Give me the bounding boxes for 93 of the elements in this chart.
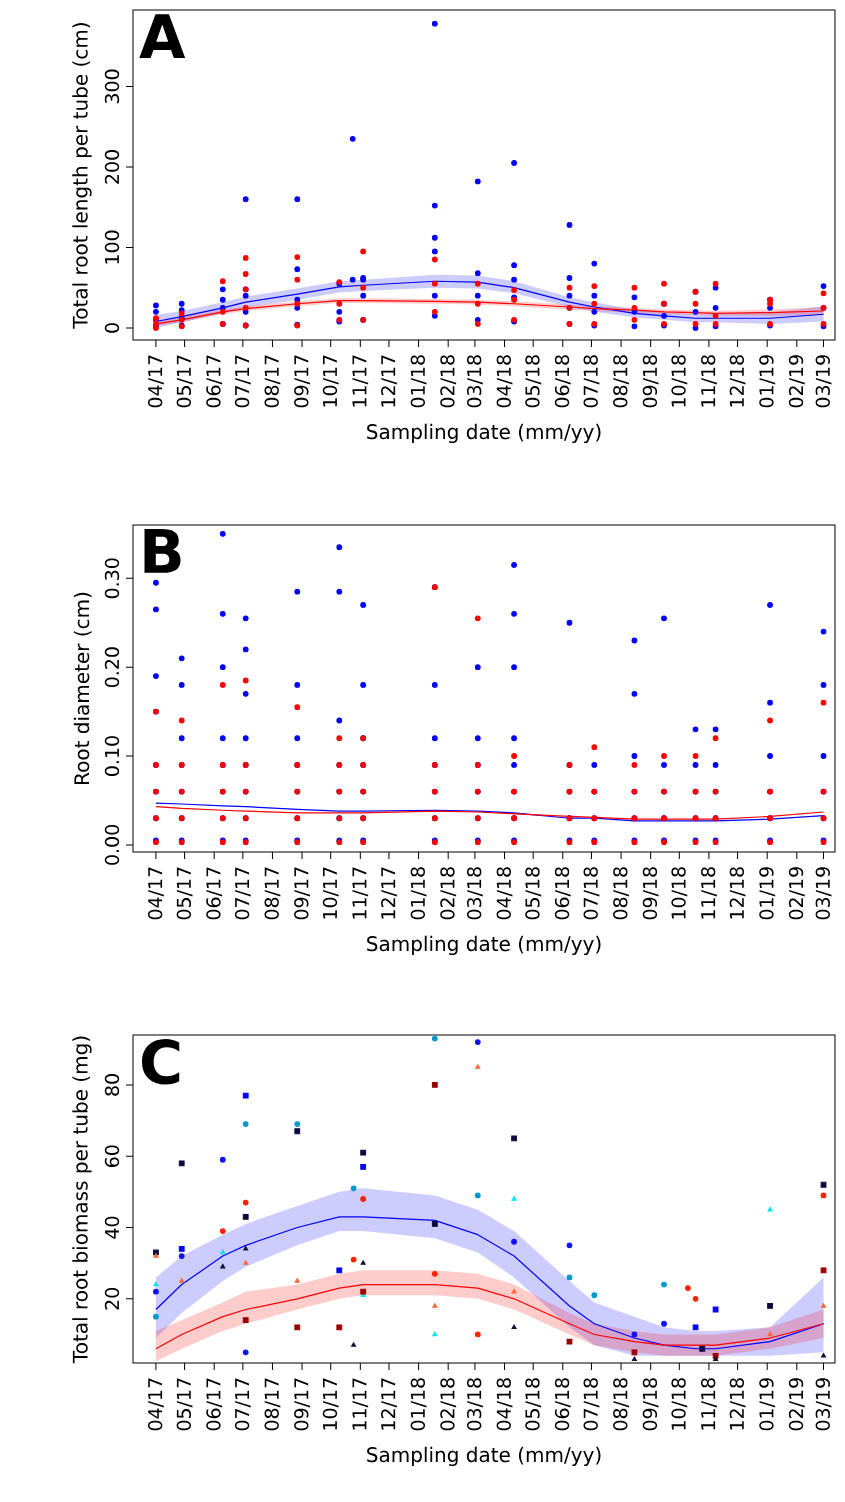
x-tick-label: 02/19 — [788, 355, 805, 408]
x-tick-label: 09/17 — [294, 867, 310, 920]
y-tick-label: 40 — [104, 1216, 120, 1239]
x-tick-label: 03/19 — [815, 1378, 832, 1431]
y-axis-title: Total root length per tube (cm) — [72, 23, 92, 329]
x-tick-label: 10/18 — [671, 1378, 688, 1430]
x-tick-label: 09/18 — [642, 355, 659, 408]
x-tick-label: 11/17 — [352, 867, 369, 919]
x-tick-label: 05/17 — [176, 355, 193, 408]
x-tick-label: 09/17 — [294, 355, 310, 408]
x-tick-label: 02/18 — [440, 1378, 457, 1431]
x-tick-label: 06/17 — [206, 1378, 223, 1431]
x-tick-label: 03/18 — [466, 355, 483, 408]
x-tick-label: 08/18 — [613, 355, 629, 408]
x-axis-title: Sampling date (mm/yy) — [367, 1446, 601, 1467]
x-tick-label: 06/18 — [554, 355, 571, 408]
x-tick-label: 03/19 — [815, 355, 832, 408]
x-tick-label: 11/18 — [700, 1378, 717, 1430]
x-tick-label: 01/19 — [759, 867, 776, 920]
x-axis-title: Sampling date (mm/yy) — [367, 423, 601, 444]
x-tick-label: 01/18 — [410, 1378, 427, 1431]
x-tick-label: 08/17 — [264, 355, 281, 408]
x-tick-label: 10/18 — [671, 355, 688, 407]
x-tick-label: 12/18 — [729, 1378, 746, 1430]
x-tick-label: 11/18 — [700, 867, 717, 919]
x-tick-label: 02/18 — [440, 867, 457, 920]
annotation: C — [142, 1039, 180, 1085]
x-tick-label: 06/17 — [206, 867, 223, 920]
x-tick-label: 07/17 — [234, 1378, 251, 1431]
y-axis-title: Root diameter (cm) — [73, 592, 92, 784]
x-tick-label: 05/18 — [525, 1378, 542, 1431]
y-tick-label: 0.30 — [104, 558, 120, 599]
x-tick-label: 12/17 — [381, 867, 397, 919]
y-tick-label: 20 — [104, 1288, 120, 1310]
x-tick-label: 11/17 — [352, 1378, 369, 1430]
y-tick-label: 0.20 — [104, 647, 120, 688]
x-tick-label: 10/17 — [322, 1378, 339, 1430]
y-tick-label: 80 — [104, 1074, 120, 1096]
x-tick-label: 05/17 — [176, 1378, 193, 1431]
x-tick-label: 04/18 — [496, 867, 513, 920]
x-tick-label: 07/17 — [234, 355, 251, 408]
y-tick-label: 60 — [104, 1145, 120, 1167]
x-tick-label: 01/18 — [410, 355, 427, 408]
x-tick-label: 02/19 — [788, 1378, 805, 1431]
x-tick-label: 01/19 — [759, 355, 776, 408]
x-tick-label: 07/18 — [583, 1378, 600, 1431]
x-axis-title: Sampling date (mm/yy) — [367, 935, 601, 956]
x-tick-label: 05/18 — [525, 867, 542, 920]
x-tick-label: 05/17 — [176, 867, 193, 920]
x-tick-label: 08/18 — [613, 1378, 629, 1431]
x-tick-label: 05/18 — [525, 355, 542, 408]
x-tick-label: 04/17 — [147, 355, 164, 408]
x-tick-label: 10/17 — [322, 867, 339, 919]
x-tick-label: 08/17 — [264, 1378, 281, 1431]
x-tick-label: 06/17 — [206, 355, 223, 408]
x-tick-label: 08/18 — [613, 867, 629, 920]
x-tick-label: 07/18 — [583, 867, 600, 920]
x-tick-label: 10/17 — [322, 355, 339, 407]
x-tick-label: 04/17 — [147, 867, 164, 920]
x-tick-label: 01/18 — [410, 867, 427, 920]
x-tick-label: 03/18 — [466, 867, 483, 920]
y-tick-label: 200 — [104, 150, 120, 184]
x-tick-label: 06/18 — [554, 867, 571, 920]
y-tick-label: 0.00 — [104, 825, 120, 865]
x-tick-label: 08/17 — [264, 867, 281, 920]
x-tick-label: 01/19 — [759, 1378, 776, 1431]
x-tick-label: 12/17 — [381, 355, 397, 407]
x-tick-label: 09/18 — [642, 1378, 659, 1431]
y-tick-label: 0 — [104, 323, 120, 333]
x-tick-label: 03/18 — [466, 1378, 483, 1431]
y-tick-label: 0.10 — [104, 736, 120, 776]
y-tick-label: 300 — [104, 69, 120, 104]
x-tick-label: 12/18 — [729, 867, 746, 919]
y-axis-title: Total root biomass per tube (mg) — [72, 1036, 92, 1364]
x-tick-label: 06/18 — [554, 1378, 571, 1431]
x-tick-label: 12/17 — [381, 1378, 397, 1430]
annotation: A — [139, 14, 186, 58]
y-tick-label: 100 — [104, 230, 120, 264]
x-tick-label: 04/18 — [496, 355, 513, 408]
x-tick-label: 11/18 — [700, 355, 717, 407]
x-tick-label: 10/18 — [671, 867, 688, 919]
x-tick-label: 02/19 — [788, 867, 805, 920]
x-tick-label: 04/18 — [496, 1378, 513, 1431]
x-tick-label: 04/17 — [147, 1378, 164, 1431]
x-tick-label: 12/18 — [729, 355, 746, 407]
x-tick-label: 03/19 — [815, 867, 832, 920]
x-tick-label: 07/17 — [234, 867, 251, 920]
x-tick-label: 02/18 — [440, 355, 457, 408]
x-tick-label: 09/17 — [294, 1378, 310, 1431]
x-tick-label: 09/18 — [642, 867, 659, 920]
annotation: B — [144, 529, 181, 573]
x-tick-label: 11/17 — [352, 355, 369, 407]
x-tick-label: 07/18 — [583, 355, 600, 408]
